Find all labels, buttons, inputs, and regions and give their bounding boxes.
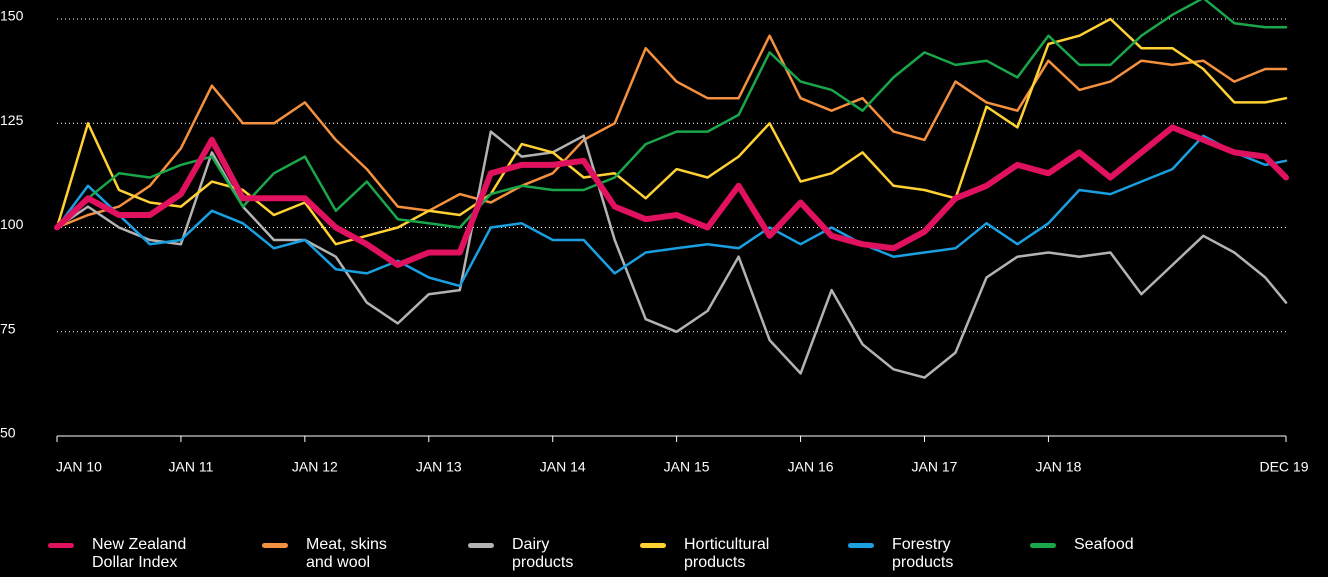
legend-item: Meat, skins and wool [262,536,416,572]
x-tick-label: JAN 13 [416,459,462,475]
legend-item: Seafood [1030,536,1204,554]
y-tick-label: 150 [0,8,24,24]
legend-swatch [640,543,666,548]
y-tick-label: 100 [0,216,24,232]
x-tick-label: JAN 15 [664,459,710,475]
series-line [55,134,1288,288]
x-tick-label: JAN 17 [912,459,958,475]
legend-swatch [1030,543,1056,548]
legend-item: Forestry products [848,536,992,572]
chart: 50 75 100 125 150 JAN 10 JAN 11 JAN 12 JAN 13 JAN… [0,0,1309,475]
y-tick-label: 125 [0,112,24,128]
series-line [54,124,1289,268]
series-line [55,34,1288,229]
x-tick-label: JAN 10 [56,459,102,475]
y-tick-label: 75 [0,320,16,336]
x-tick-label: JAN 11 [168,459,213,475]
legend-item: Dairy products [468,536,602,572]
legend-swatch [262,543,288,548]
x-tick-label: DEC 19 [1259,459,1308,475]
legend-label: Horticultural products [684,536,770,571]
legend-label: Forestry products [892,536,954,571]
series-line [55,17,1288,246]
series-line [55,0,1288,229]
x-tick-label: JAN 12 [292,459,338,475]
legend: New Zealand Dollar Index Meat, skins and … [0,536,1328,577]
y-tick-label: 50 [0,425,16,441]
legend-label: New Zealand Dollar Index [92,536,187,571]
legend-item: New Zealand Dollar Index [48,536,217,572]
legend-label: Seafood [1074,536,1134,553]
legend-swatch [48,543,74,548]
x-tick-label: JAN 14 [540,459,586,475]
series-line [55,130,1288,379]
legend-label: Meat, skins and wool [306,536,387,571]
x-tick-label: JAN 18 [1035,459,1081,475]
legend-swatch [468,543,494,548]
legend-swatch [848,543,874,548]
legend-label: Dairy products [512,536,574,571]
legend-item: Horticultural products [640,536,814,572]
x-tick-label: JAN 16 [788,459,834,475]
